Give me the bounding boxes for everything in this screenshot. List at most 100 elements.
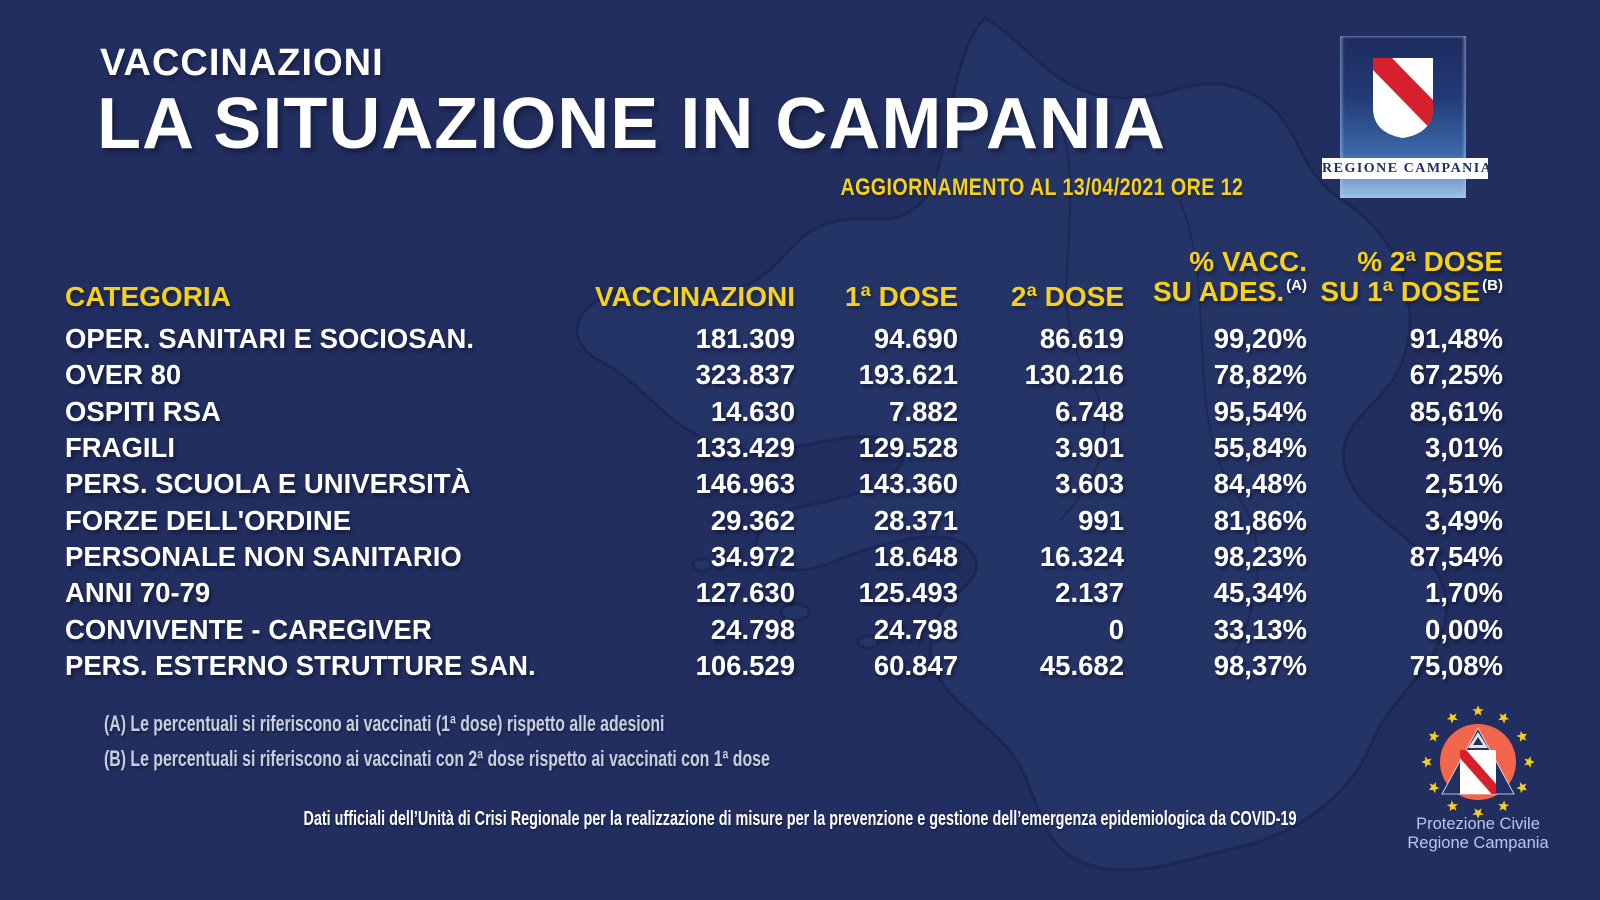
pct-dose2-cell: 67,25% bbox=[1409, 359, 1503, 391]
category-cell: OVER 80 bbox=[65, 359, 182, 391]
category-cell: FRAGILI bbox=[65, 432, 175, 464]
dose2-cell: 0 bbox=[1108, 613, 1124, 645]
page-title: LA SITUAZIONE IN CAMPANIA bbox=[97, 84, 1166, 164]
dose2-cell: 45.682 bbox=[1039, 649, 1124, 681]
pct-dose2-cell: 87,54% bbox=[1409, 540, 1503, 572]
dose2-cell: 991 bbox=[1078, 504, 1124, 536]
vaccinations-cell: 323.837 bbox=[695, 359, 795, 391]
vaccinations-cell: 127.630 bbox=[695, 577, 795, 609]
pct-dose2-cell: 85,61% bbox=[1409, 395, 1503, 427]
category-cell: OSPITI RSA bbox=[65, 395, 221, 427]
table-row: OPER. SANITARI E SOCIOSAN. 181.309 94.69… bbox=[65, 321, 1503, 357]
pct-dose2-cell: 1,70% bbox=[1425, 577, 1503, 609]
pct-dose2-cell: 75,08% bbox=[1409, 649, 1503, 681]
pct-vacc-cell: 84,48% bbox=[1213, 468, 1307, 500]
vaccinations-cell: 106.529 bbox=[695, 649, 795, 681]
col-header-pct-vacc-line2: SU ADES. (A) bbox=[1124, 277, 1307, 312]
pct-vacc-cell: 99,20% bbox=[1213, 323, 1307, 355]
footnote-marker-b: (B) bbox=[1482, 277, 1503, 294]
vaccination-table: CATEGORIA VACCINAZIONI 1ª DOSE 2ª DOSE %… bbox=[65, 238, 1503, 684]
dose2-cell: 130.216 bbox=[1024, 359, 1124, 391]
dose2-cell: 86.619 bbox=[1039, 323, 1124, 355]
col-header-pct-vacc: % VACC. SU ADES. (A) bbox=[1124, 247, 1307, 312]
campania-shield-icon bbox=[1373, 58, 1433, 138]
vaccinations-cell: 24.798 bbox=[710, 613, 795, 645]
pct-vacc-cell: 98,23% bbox=[1213, 540, 1307, 572]
footnote-b: (B) Le percentuali si riferiscono ai vac… bbox=[104, 746, 770, 771]
dose2-cell: 2.137 bbox=[1055, 577, 1124, 609]
pct-vacc-cell: 33,13% bbox=[1213, 613, 1307, 645]
pct-dose2-cell: 2,51% bbox=[1425, 468, 1503, 500]
source-line: Dati ufficiali dell’Unità di Crisi Regio… bbox=[303, 808, 1297, 830]
table-row: OSPITI RSA 14.630 7.882 6.748 95,54% 85,… bbox=[65, 394, 1503, 430]
pct-vacc-cell: 45,34% bbox=[1213, 577, 1307, 609]
dose1-cell: 143.360 bbox=[858, 468, 958, 500]
table-row: FRAGILI 133.429 129.528 3.901 55,84% 3,0… bbox=[65, 430, 1503, 466]
dose1-cell: 125.493 bbox=[858, 577, 958, 609]
pct-vacc-cell: 78,82% bbox=[1213, 359, 1307, 391]
vaccinations-cell: 146.963 bbox=[695, 468, 795, 500]
dose1-cell: 18.648 bbox=[873, 540, 958, 572]
vaccinations-cell: 29.362 bbox=[710, 504, 795, 536]
table-row: PERS. ESTERNO STRUTTURE SAN. 106.529 60.… bbox=[65, 648, 1503, 684]
col-header-categoria: CATEGORIA bbox=[65, 281, 231, 312]
category-cell: PERS. ESTERNO STRUTTURE SAN. bbox=[65, 649, 536, 681]
dose2-cell: 6.748 bbox=[1055, 395, 1124, 427]
footnote-marker-a: (A) bbox=[1286, 277, 1307, 294]
table-row: FORZE DELL'ORDINE 29.362 28.371 991 81,8… bbox=[65, 502, 1503, 538]
vaccinations-cell: 14.630 bbox=[710, 395, 795, 427]
dose1-cell: 24.798 bbox=[873, 613, 958, 645]
col-header-pct-dose2: % 2ª DOSE SU 1ª DOSE (B) bbox=[1307, 247, 1503, 312]
table-body: OPER. SANITARI E SOCIOSAN. 181.309 94.69… bbox=[65, 321, 1503, 684]
dose1-cell: 7.882 bbox=[889, 395, 958, 427]
regione-campania-caption: REGIONE CAMPANIA bbox=[1322, 158, 1491, 179]
pct-dose2-line2-text: SU 1ª DOSE bbox=[1320, 276, 1481, 307]
update-timestamp: AGGIORNAMENTO AL 13/04/2021 ORE 12 bbox=[840, 174, 1243, 201]
pc-caption-line1: Protezione Civile bbox=[1416, 815, 1540, 833]
pct-vacc-cell: 81,86% bbox=[1213, 504, 1307, 536]
pct-vacc-line2-text: SU ADES. bbox=[1152, 276, 1285, 307]
footnote-a: (A) Le percentuali si riferiscono ai vac… bbox=[104, 711, 665, 736]
col-header-pct-vacc-line1: % VACC. bbox=[1189, 246, 1307, 277]
page-kicker: VACCINAZIONI bbox=[100, 42, 384, 84]
pct-vacc-cell: 98,37% bbox=[1213, 649, 1307, 681]
category-cell: FORZE DELL'ORDINE bbox=[65, 504, 352, 536]
pct-vacc-cell: 95,54% bbox=[1213, 395, 1307, 427]
table-row: PERS. SCUOLA E UNIVERSITÀ 146.963 143.36… bbox=[65, 466, 1503, 502]
table-row: ANNI 70-79 127.630 125.493 2.137 45,34% … bbox=[65, 575, 1503, 611]
col-header-pct-dose2-line2: SU 1ª DOSE (B) bbox=[1307, 277, 1503, 312]
dose1-cell: 94.690 bbox=[873, 323, 958, 355]
dose1-cell: 129.528 bbox=[858, 432, 958, 464]
category-cell: OPER. SANITARI E SOCIOSAN. bbox=[65, 323, 474, 355]
col-header-dose2: 2ª DOSE bbox=[1010, 281, 1124, 312]
vaccinations-cell: 133.429 bbox=[695, 432, 795, 464]
col-header-dose1: 1ª DOSE bbox=[844, 281, 958, 312]
pct-vacc-cell: 55,84% bbox=[1213, 432, 1307, 464]
table-row: OVER 80 323.837 193.621 130.216 78,82% 6… bbox=[65, 357, 1503, 393]
protezione-civile-logo: Protezione Civile Regione Campania bbox=[1407, 705, 1549, 852]
category-cell: PERSONALE NON SANITARIO bbox=[65, 540, 462, 572]
dose2-cell: 3.603 bbox=[1055, 468, 1124, 500]
table-header-row: CATEGORIA VACCINAZIONI 1ª DOSE 2ª DOSE %… bbox=[65, 238, 1503, 312]
dose1-cell: 60.847 bbox=[873, 649, 958, 681]
vaccinations-cell: 34.972 bbox=[710, 540, 795, 572]
pct-dose2-cell: 3,01% bbox=[1425, 432, 1503, 464]
dose1-cell: 28.371 bbox=[873, 504, 958, 536]
vaccinations-cell: 181.309 bbox=[695, 323, 795, 355]
table-row: PERSONALE NON SANITARIO 34.972 18.648 16… bbox=[65, 539, 1503, 575]
pc-caption-line2: Regione Campania bbox=[1407, 834, 1549, 852]
category-cell: CONVIVENTE - CAREGIVER bbox=[65, 613, 432, 645]
table-row: CONVIVENTE - CAREGIVER 24.798 24.798 0 3… bbox=[65, 611, 1503, 647]
dose2-cell: 3.901 bbox=[1055, 432, 1124, 464]
footnotes: (A) Le percentuali si riferiscono ai vac… bbox=[104, 706, 770, 776]
dose1-cell: 193.621 bbox=[858, 359, 958, 391]
col-header-vaccinazioni: VACCINAZIONI bbox=[594, 281, 795, 312]
pct-dose2-cell: 91,48% bbox=[1409, 323, 1503, 355]
dose2-cell: 16.324 bbox=[1039, 540, 1124, 572]
category-cell: PERS. SCUOLA E UNIVERSITÀ bbox=[65, 468, 471, 500]
pct-dose2-cell: 3,49% bbox=[1425, 504, 1503, 536]
pct-dose2-cell: 0,00% bbox=[1425, 613, 1503, 645]
regione-campania-logo: REGIONE CAMPANIA bbox=[1322, 36, 1491, 198]
